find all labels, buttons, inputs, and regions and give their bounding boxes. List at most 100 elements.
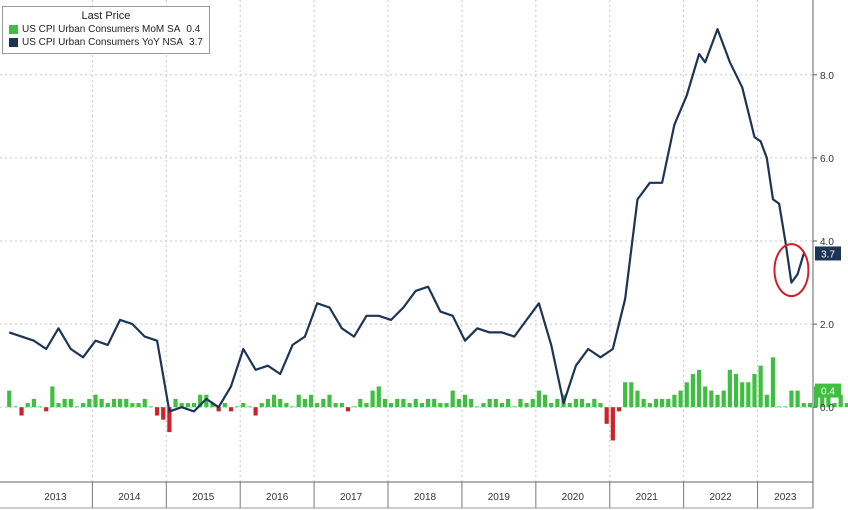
mom-bar (271, 394, 277, 408)
mom-bar (321, 398, 326, 408)
mom-bar (777, 406, 782, 408)
mom-bar (278, 398, 283, 408)
mom-bar (413, 398, 418, 408)
mom-bar (530, 398, 535, 408)
mom-bar (820, 390, 825, 408)
mom-bar (438, 403, 443, 408)
mom-bar (148, 406, 153, 408)
mom-bar (536, 390, 542, 408)
mom-bar (752, 373, 757, 408)
yoy-line-path (8, 28, 805, 413)
mom-bar (364, 403, 369, 408)
last-value-box-0 (815, 246, 841, 261)
mom-bar (450, 390, 455, 408)
x-tick-label-2018: 2018 (414, 492, 437, 503)
mom-bar (838, 394, 843, 408)
mom-bar (376, 386, 381, 408)
mom-bar (333, 403, 338, 408)
mom-bar (228, 407, 234, 412)
mom-bar (487, 398, 492, 408)
mom-bar (555, 398, 560, 408)
mom-bar (506, 398, 511, 408)
x-tick-label-2020: 2020 (562, 492, 585, 503)
mom-bar (456, 398, 461, 408)
mom-bar (339, 403, 344, 408)
mom-bar (635, 390, 640, 408)
mom-bar (703, 386, 708, 408)
legend-swatch-mom (9, 25, 18, 34)
mom-bar (247, 406, 252, 408)
mom-bar (579, 398, 585, 408)
x-tick-label-2019: 2019 (488, 492, 511, 503)
legend-entry-yoy: US CPI Urban Consumers YoY NSA 3.7 (9, 36, 203, 49)
mom-bar (370, 390, 375, 408)
grid (0, 0, 813, 482)
mom-bar (678, 390, 683, 408)
mom-bar (308, 394, 314, 408)
mom-bar (715, 394, 720, 408)
mom-bar (124, 398, 129, 408)
mom-bar (222, 403, 227, 408)
mom-bar (358, 398, 363, 408)
x-tick-label-2023: 2023 (774, 492, 797, 503)
mom-bar (616, 407, 622, 412)
mom-bar (783, 406, 788, 408)
y-tick-label-2: 4.0 (820, 237, 834, 248)
mom-bar (265, 398, 271, 408)
mom-bar (653, 398, 659, 408)
mom-bar (130, 403, 135, 408)
mom-bar (549, 403, 554, 408)
mom-bar (518, 398, 523, 408)
mom-bar (844, 403, 848, 408)
mom-bar (19, 407, 24, 416)
mom-bar (801, 403, 806, 408)
x-tick-label-2014: 2014 (118, 492, 141, 503)
x-tick-label-2016: 2016 (266, 492, 289, 503)
mom-bar (598, 403, 603, 408)
mom-bar (746, 382, 751, 408)
x-tick-label-2021: 2021 (636, 492, 659, 503)
x-tick-label-2017: 2017 (340, 492, 363, 503)
mom-bar (401, 398, 406, 408)
legend-value-yoy: 3.7 (189, 37, 203, 48)
mom-bar (13, 406, 18, 408)
mom-bar (604, 407, 609, 424)
mom-bar (499, 403, 505, 408)
mom-bar (290, 406, 295, 408)
mom-bar (425, 398, 431, 408)
mom-bar (50, 386, 55, 408)
mom-bar (727, 369, 732, 408)
mom-bar (758, 365, 763, 408)
mom-bar (302, 398, 307, 408)
mom-bar (789, 390, 794, 408)
mom-bar (216, 407, 221, 412)
mom-bar (93, 394, 98, 408)
mom-bar (696, 369, 702, 408)
mom-bar (179, 403, 184, 408)
mom-bar (512, 406, 517, 408)
mom-bar (296, 394, 301, 408)
mom-bar (7, 390, 12, 408)
mom-bar (462, 394, 468, 408)
mom-bar (641, 398, 646, 408)
mom-bar (327, 394, 332, 408)
mom-bar (432, 398, 437, 408)
mom-bar (770, 357, 776, 408)
annotation (773, 243, 810, 298)
mom-bar (740, 382, 745, 408)
mom-bar (37, 406, 43, 408)
mom-bar (315, 403, 320, 408)
mom-bar (733, 373, 739, 408)
mom-bars (7, 357, 848, 441)
yoy-line (8, 28, 805, 413)
mom-bar (666, 398, 671, 408)
mom-bar (795, 390, 800, 408)
mom-bar (235, 406, 240, 408)
mom-bar (807, 403, 813, 408)
last-value-label-0: 3.7 (821, 249, 835, 260)
annotation-circle (773, 243, 810, 298)
legend-header: Last Price (81, 10, 131, 22)
mom-bar (136, 403, 141, 408)
mom-bar (185, 403, 190, 408)
